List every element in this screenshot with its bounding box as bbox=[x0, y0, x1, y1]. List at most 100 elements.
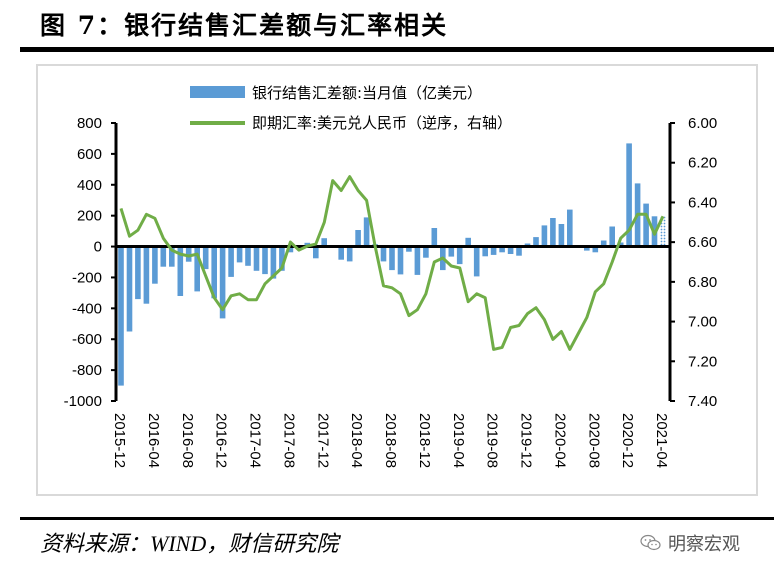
bar-2017-03 bbox=[245, 246, 251, 266]
bar-2019-07 bbox=[482, 246, 488, 257]
axes bbox=[114, 123, 672, 401]
x-tick-label: 2018-12 bbox=[416, 413, 433, 468]
x-tick-label: 2018-08 bbox=[382, 413, 399, 468]
x-tick-label: 2020-12 bbox=[619, 413, 636, 468]
bar-2019-06 bbox=[473, 246, 480, 277]
right-tick-label: 6.40 bbox=[688, 194, 717, 211]
x-tick-label: 2019-04 bbox=[450, 413, 467, 468]
bar-2018-03 bbox=[346, 246, 353, 262]
bar-2016-07 bbox=[177, 246, 184, 296]
x-tick-label: 2021-04 bbox=[653, 413, 670, 468]
bar-2020-08 bbox=[592, 246, 599, 253]
bar-2017-12 bbox=[321, 238, 327, 247]
bar-2019-12 bbox=[524, 243, 531, 247]
bar-2020-01 bbox=[533, 237, 539, 247]
chart-frame bbox=[36, 64, 758, 496]
bar-2017-11 bbox=[313, 246, 319, 259]
bar-2017-04 bbox=[253, 246, 260, 271]
bar-2019-10 bbox=[507, 246, 514, 254]
x-tick-label: 2020-04 bbox=[551, 413, 568, 468]
bar-2017-01 bbox=[228, 246, 234, 277]
bar-2020-11 bbox=[617, 242, 624, 247]
bar-2015-12 bbox=[118, 246, 124, 386]
legend: 银行结售汇差额:当月值（亿美元） 即期汇率:美元兑人民币（逆序，右轴） bbox=[190, 84, 512, 132]
right-tick-label: 6.60 bbox=[688, 234, 717, 251]
x-tick-label: 2017-12 bbox=[314, 413, 331, 468]
watermark-text: 明察宏观 bbox=[668, 534, 740, 555]
x-tick-label: 2015-12 bbox=[111, 413, 128, 468]
x-tick-label: 2017-08 bbox=[280, 413, 297, 468]
right-tick-label: 6.20 bbox=[688, 155, 717, 172]
bar-2019-05 bbox=[465, 237, 471, 247]
bar-2019-08 bbox=[490, 246, 497, 255]
line-series bbox=[119, 175, 665, 351]
left-tick-label: -600 bbox=[72, 331, 102, 348]
source-note: 资料来源：WIND，财信研究院 bbox=[40, 531, 339, 556]
bar-2017-06 bbox=[270, 246, 277, 279]
x-tick-label: 2016-08 bbox=[179, 413, 196, 468]
right-axis-ticks: 6.00 6.20 6.40 6.60 6.80 7.00 7.20 7.40 bbox=[670, 115, 717, 410]
right-tick-label: 6.80 bbox=[688, 274, 717, 291]
bar-2020-07 bbox=[584, 246, 590, 251]
bar-2016-12 bbox=[219, 246, 226, 319]
bar-2018-04 bbox=[355, 230, 361, 247]
right-tick-label: 7.40 bbox=[688, 393, 717, 410]
legend-bar-swatch bbox=[190, 86, 245, 98]
left-tick-label: 0 bbox=[94, 239, 102, 256]
x-tick-label: 2017-04 bbox=[247, 413, 264, 468]
bar-2019-04 bbox=[456, 246, 463, 265]
bar-2016-09 bbox=[194, 246, 200, 292]
left-tick-label: -200 bbox=[72, 269, 102, 286]
left-tick-label: -1000 bbox=[64, 393, 102, 410]
right-tick-label: 6.00 bbox=[688, 115, 717, 132]
bar-2020-04 bbox=[558, 224, 565, 247]
bar-2018-11 bbox=[414, 246, 421, 275]
bar-2016-03 bbox=[143, 246, 150, 304]
right-tick-label: 7.20 bbox=[688, 353, 717, 370]
footer-divider bbox=[20, 517, 774, 520]
x-tick-label: 2019-12 bbox=[518, 413, 535, 468]
left-tick-label: 600 bbox=[77, 146, 102, 163]
bar-2020-09 bbox=[600, 240, 607, 247]
bar-2016-06 bbox=[169, 246, 175, 267]
bar-2016-10 bbox=[202, 246, 209, 270]
watermark: 明察宏观 bbox=[640, 530, 740, 556]
bar-2019-03 bbox=[448, 246, 455, 257]
bar-2016-11 bbox=[211, 246, 217, 299]
bar-2020-05 bbox=[567, 209, 573, 247]
legend-line-label: 即期汇率:美元兑人民币（逆序，右轴） bbox=[252, 114, 512, 132]
figure-title: 图 7：银行结售汇差额与汇率相关 bbox=[40, 11, 449, 40]
bar-2017-05 bbox=[262, 246, 268, 275]
x-tick-label: 2019-08 bbox=[484, 413, 501, 468]
bar-2016-04 bbox=[152, 246, 158, 284]
bar-2020-02 bbox=[541, 225, 548, 247]
bar-2018-07 bbox=[380, 246, 387, 262]
bar-2017-02 bbox=[236, 246, 243, 263]
left-tick-label: 200 bbox=[77, 208, 102, 225]
bar-2018-12 bbox=[423, 246, 429, 258]
bar-2020-03 bbox=[550, 218, 556, 247]
left-axis-ticks: 800 600 400 200 0 -200 -400 -600 -800 -1000 bbox=[64, 115, 116, 410]
bar-2021-04 bbox=[660, 216, 666, 247]
bar-2016-01 bbox=[126, 246, 133, 332]
bar-2017-07 bbox=[279, 246, 285, 271]
title-divider bbox=[20, 47, 774, 52]
x-axis-ticks: 2015-12 2016-04 2016-08 2016-12 2017-04 2017-… bbox=[111, 413, 670, 468]
bar-2016-02 bbox=[135, 246, 141, 300]
right-tick-label: 7.00 bbox=[688, 314, 717, 331]
bar-2018-05 bbox=[363, 217, 370, 247]
bar-2016-05 bbox=[160, 246, 167, 267]
bar-2016-08 bbox=[185, 246, 192, 262]
x-tick-label: 2016-12 bbox=[213, 413, 230, 468]
bar-2019-09 bbox=[499, 246, 505, 253]
x-tick-label: 2018-04 bbox=[348, 413, 365, 468]
x-tick-label: 2020-08 bbox=[585, 413, 602, 468]
bar-2017-08 bbox=[287, 246, 294, 253]
bar-2019-01 bbox=[431, 228, 438, 247]
wechat-icon bbox=[640, 534, 661, 551]
left-tick-label: 400 bbox=[77, 177, 102, 194]
left-tick-label: -800 bbox=[72, 362, 102, 379]
bar-2020-10 bbox=[609, 226, 615, 247]
left-tick-label: -400 bbox=[72, 300, 102, 317]
